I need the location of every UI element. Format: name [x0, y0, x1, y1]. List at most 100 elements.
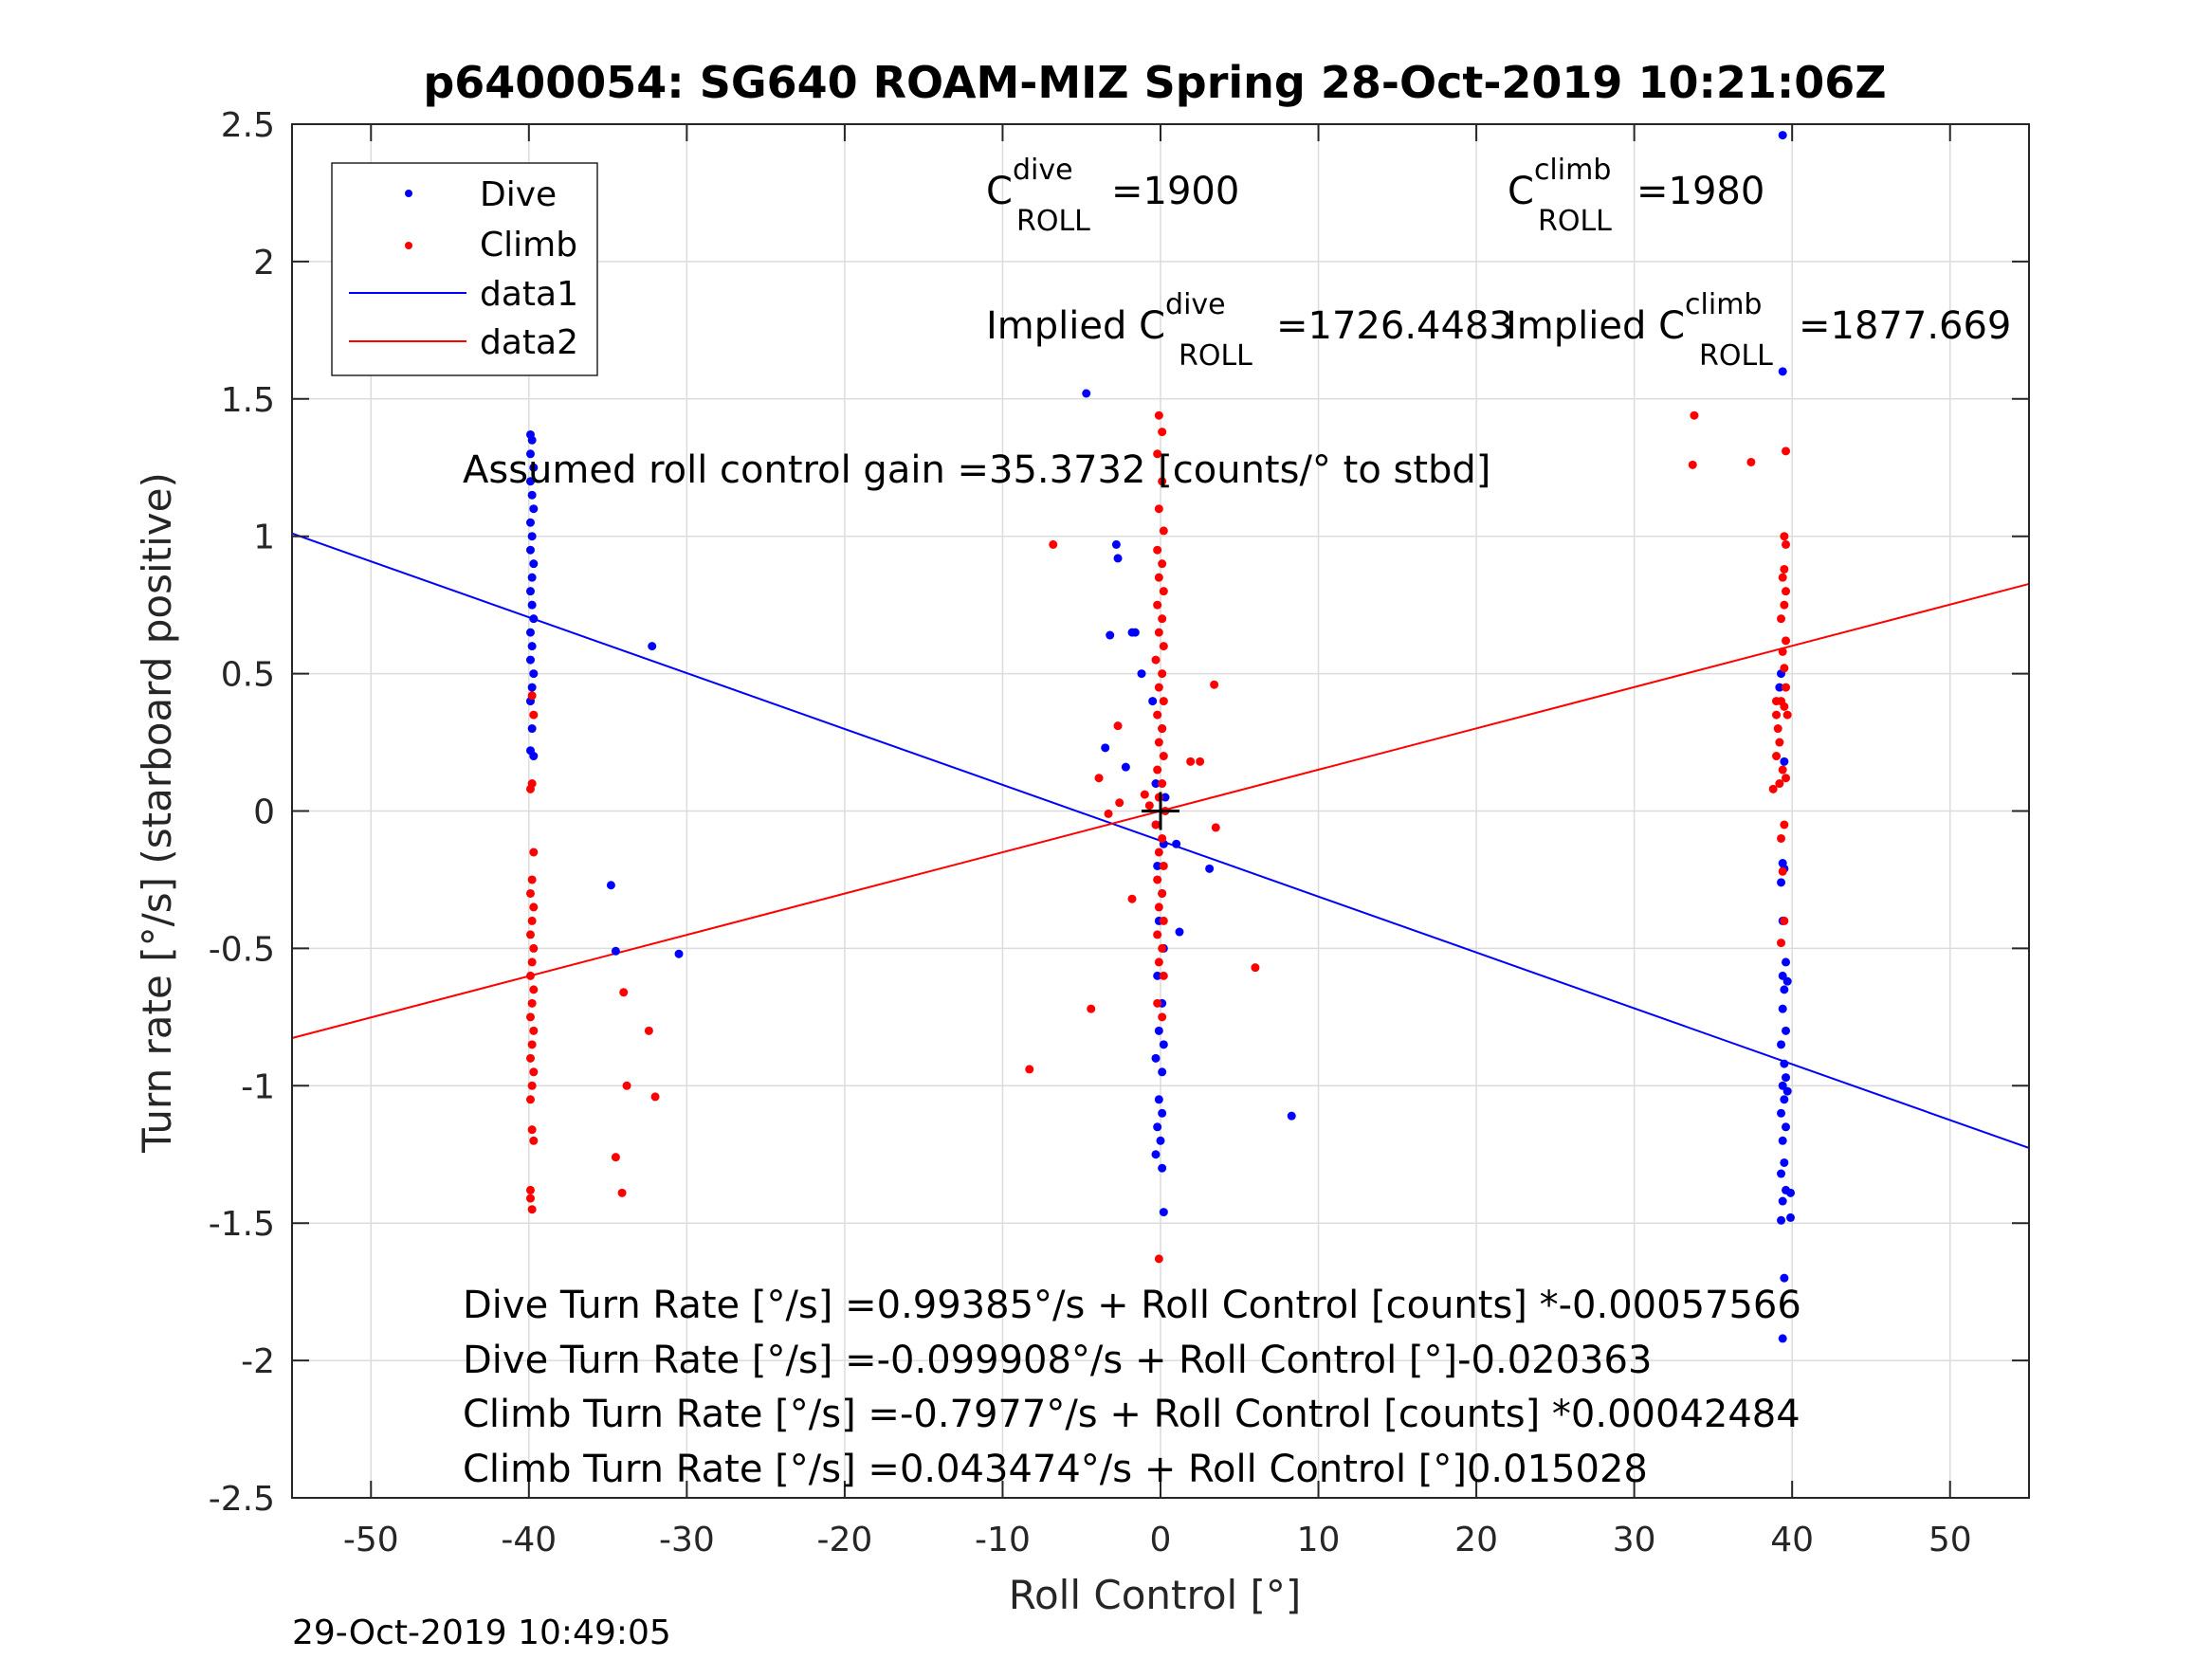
- dive-point: [525, 518, 535, 527]
- tick-labels: -50 -40 -30 -20 -10 0 10 20 30 40 50 2.5 2 1.5 1 0.5 0 -0…: [209, 106, 1972, 1559]
- x-tick-label: -10: [975, 1521, 1031, 1559]
- climb-point: [1049, 539, 1058, 549]
- c-dive-base: C: [986, 170, 1013, 213]
- dive-point: [1156, 1136, 1165, 1145]
- climb-point: [1780, 664, 1789, 673]
- dive-point: [1106, 630, 1115, 640]
- climb-point: [1780, 820, 1789, 830]
- climb-point: [1087, 1004, 1096, 1013]
- c-climb-sub: ROLL: [1538, 205, 1612, 238]
- x-tick-label: -50: [343, 1521, 399, 1559]
- climb-point: [1251, 963, 1260, 973]
- climb-point: [1159, 971, 1168, 980]
- dive-point: [1172, 839, 1181, 848]
- dive-point: [1777, 1040, 1786, 1049]
- climb-degrees-equation: Climb Turn Rate [°/s] =0.043474°/s + Rol…: [463, 1448, 1648, 1491]
- implied-climb-value: =1877.669: [1799, 304, 2011, 348]
- climb-point: [1159, 642, 1168, 651]
- dive-point: [529, 559, 539, 569]
- climb-point: [525, 1194, 535, 1203]
- legend-data2-label: data2: [480, 323, 578, 362]
- dive-counts-equation: Dive Turn Rate [°/s] =0.99385°/s + Roll …: [463, 1284, 1801, 1327]
- climb-point: [1780, 916, 1789, 925]
- dive-point: [529, 463, 539, 472]
- dive-point: [527, 435, 537, 445]
- dive-point: [1782, 1122, 1791, 1132]
- dive-point: [1158, 1108, 1167, 1118]
- chart-title: p6400054: SG640 ROAM-MIZ Spring 28-Oct-2…: [423, 57, 1886, 108]
- climb-point: [1782, 539, 1791, 549]
- climb-point: [622, 1081, 631, 1090]
- climb-point: [1158, 669, 1167, 679]
- climb-point: [1768, 784, 1778, 793]
- dive-point: [529, 504, 539, 514]
- climb-point: [1782, 587, 1791, 596]
- climb-point: [1158, 477, 1167, 486]
- climb-point: [1772, 710, 1782, 720]
- climb-point: [1780, 564, 1789, 574]
- climb-point: [527, 1205, 537, 1214]
- x-tick-label: 30: [1613, 1521, 1656, 1559]
- climb-point: [1025, 1065, 1034, 1074]
- climb-point: [1775, 779, 1784, 789]
- climb-point: [1777, 833, 1786, 843]
- y-axis-label: Turn rate [°/s] (starboard positive): [134, 472, 180, 1154]
- climb-point: [1154, 957, 1163, 967]
- climb-point: [1688, 460, 1697, 469]
- y-tick-label: -1: [241, 1067, 275, 1106]
- dive-point: [1153, 1122, 1162, 1132]
- climb-point: [1158, 614, 1167, 624]
- legend-climb-marker: [405, 242, 412, 249]
- dive-point: [1154, 1095, 1163, 1104]
- dive-point: [1158, 1067, 1167, 1077]
- climb-point: [525, 1185, 535, 1194]
- dive-point: [529, 614, 539, 624]
- climb-point: [1772, 752, 1782, 761]
- dive-point: [525, 587, 535, 596]
- climb-point: [1746, 457, 1756, 466]
- climb-point: [525, 1053, 535, 1063]
- climb-point: [1104, 809, 1113, 818]
- climb-point: [1158, 943, 1167, 953]
- dive-point: [1158, 1163, 1167, 1173]
- y-tick-label: -0.5: [209, 930, 275, 969]
- climb-point: [1158, 888, 1167, 898]
- dive-point: [1780, 1158, 1789, 1167]
- climb-point: [529, 1026, 539, 1035]
- climb-point: [1782, 447, 1791, 456]
- y-tick-label: 2.5: [221, 106, 275, 145]
- dive-point: [1780, 757, 1789, 766]
- climb-point: [527, 875, 537, 884]
- generated-timestamp: 29-Oct-2019 10:49:05: [292, 1613, 671, 1652]
- legend-box: [331, 162, 598, 376]
- c-dive-annotation: Cdive ROLL =1900: [986, 154, 1239, 238]
- climb-point: [1153, 600, 1162, 610]
- dive-point: [1151, 1053, 1161, 1063]
- climb-point: [1772, 697, 1782, 706]
- dive-point: [1101, 743, 1110, 753]
- dive-point: [1780, 1059, 1789, 1068]
- dive-point: [527, 532, 537, 541]
- climb-point: [1196, 757, 1205, 766]
- climb-point: [1158, 779, 1167, 789]
- dive-point: [1777, 878, 1786, 887]
- c-dive-value: =1900: [1111, 170, 1239, 213]
- climb-point: [1778, 573, 1787, 582]
- climb-point: [1782, 683, 1791, 692]
- climb-point: [529, 943, 539, 953]
- climb-point: [1690, 410, 1699, 420]
- climb-point: [650, 1092, 660, 1102]
- x-tick-label: 0: [1150, 1521, 1172, 1559]
- climb-point: [1154, 902, 1163, 912]
- dive-point: [1777, 1108, 1786, 1118]
- x-tick-label: 20: [1454, 1521, 1498, 1559]
- dive-point: [1159, 1040, 1168, 1049]
- climb-point: [1778, 765, 1787, 775]
- implied-climb-sup: climb: [1685, 288, 1762, 321]
- x-tick-label: 50: [1929, 1521, 1972, 1559]
- dive-point: [525, 655, 535, 665]
- legend-dive-marker: [405, 190, 412, 197]
- dive-point: [1151, 779, 1161, 789]
- dive-degrees-equation: Dive Turn Rate [°/s] =-0.099908°/s + Rol…: [463, 1339, 1652, 1382]
